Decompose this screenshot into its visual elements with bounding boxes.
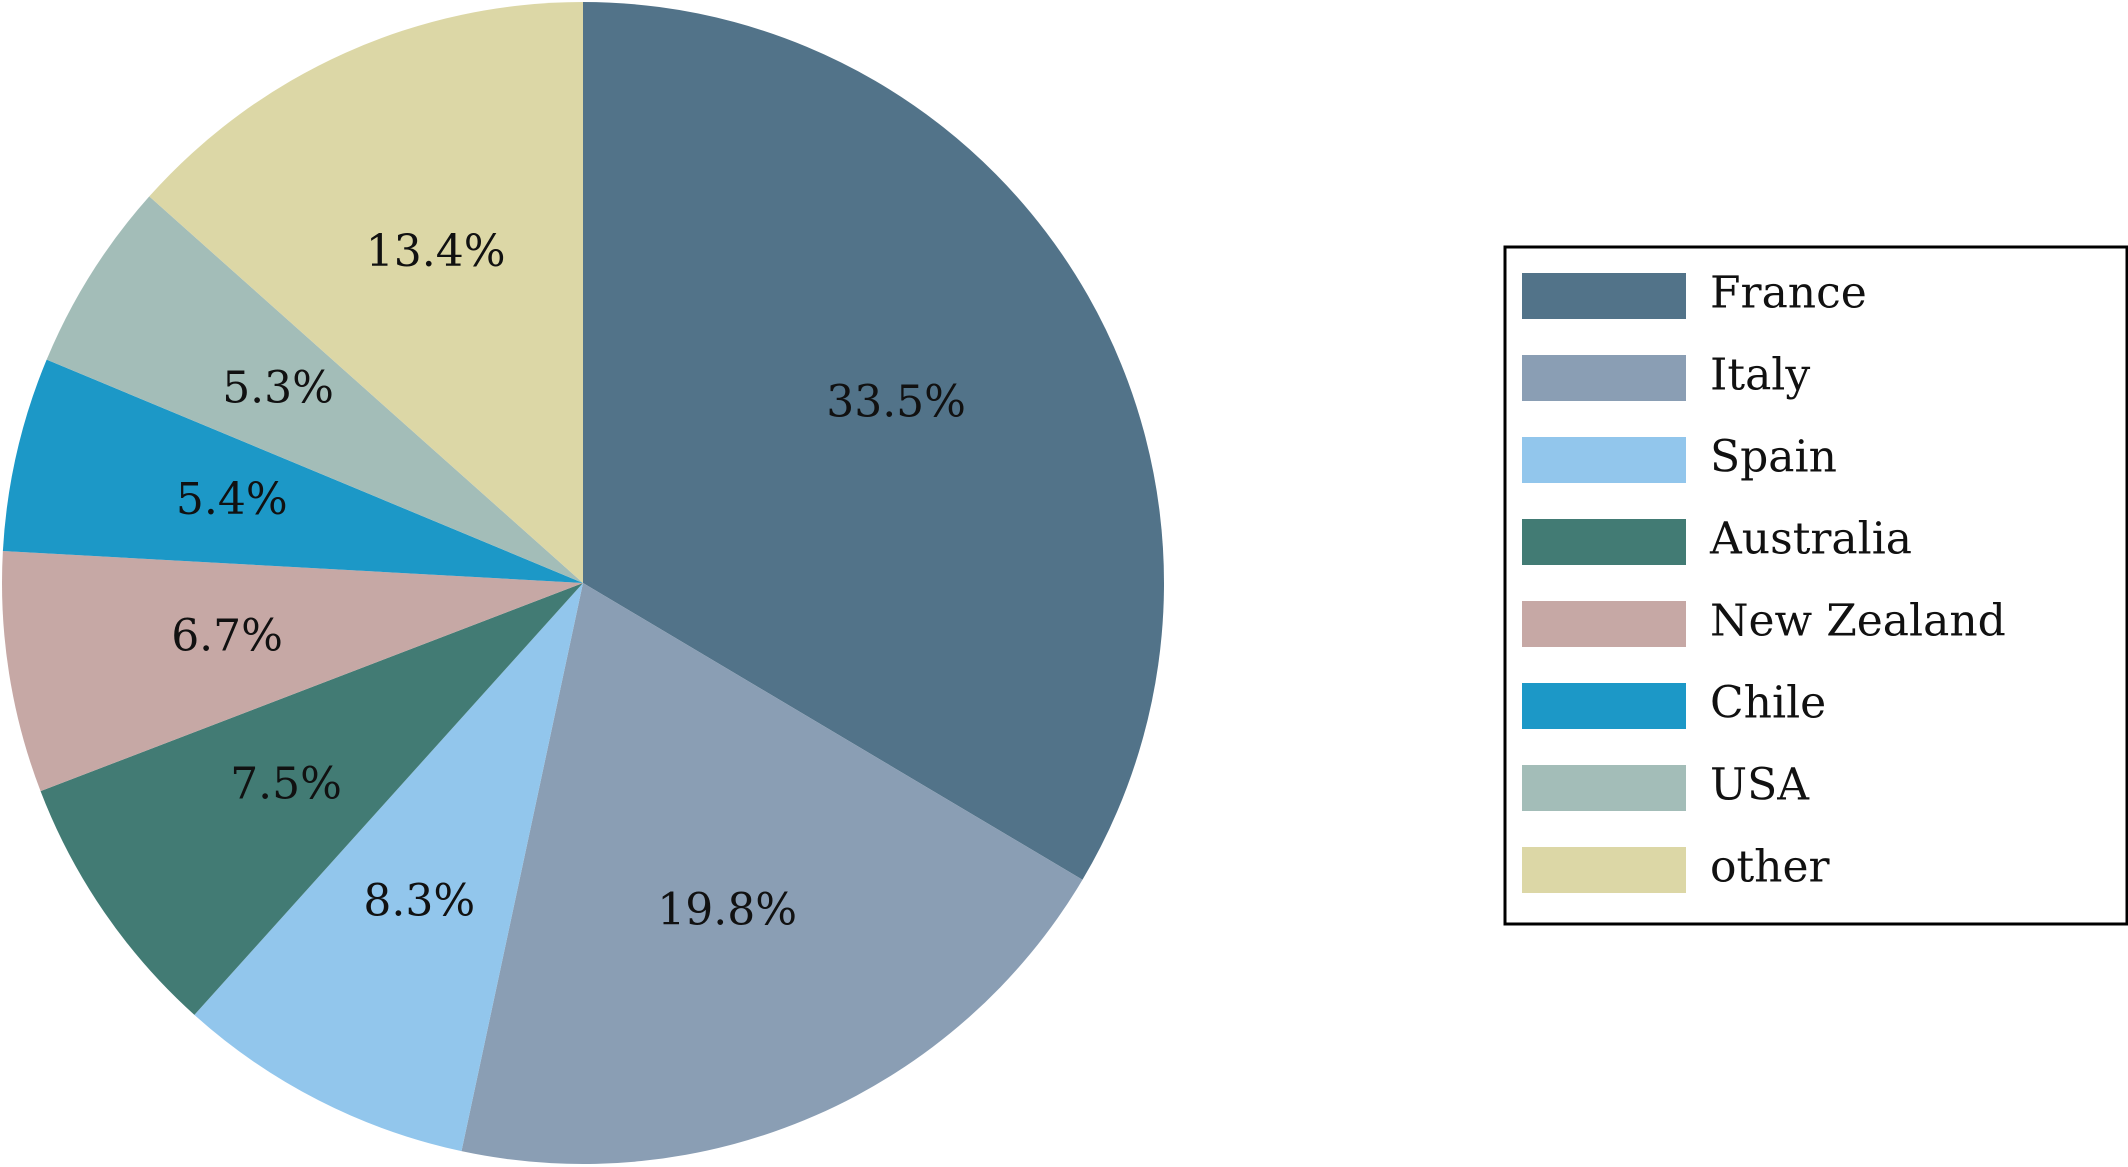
- pie-slice-france: [583, 2, 1165, 880]
- slice-label-australia: 7.5%: [230, 759, 342, 810]
- legend-label-usa: USA: [1710, 760, 1810, 811]
- slice-label-usa: 5.3%: [222, 363, 334, 414]
- legend-frame: [1503, 245, 2128, 926]
- legend-label-spain: Spain: [1710, 432, 1837, 483]
- legend-swatch-usa: [1522, 765, 1686, 811]
- legend-entries: France Italy Spain Australia New Zealand Chil…: [1522, 268, 2006, 893]
- pie-slice-usa: [46, 196, 584, 583]
- legend-swatch-france: [1522, 273, 1686, 319]
- slice-label-new-zealand: 6.7%: [171, 610, 283, 661]
- slice-label-france: 33.5%: [826, 376, 966, 427]
- pie-slice-chile: [2, 359, 583, 583]
- pie-slice-other: [149, 2, 583, 583]
- legend-label-new-zealand: New Zealand: [1710, 596, 2006, 647]
- pie-slice-labels: 33.5% 19.8% 8.3% 7.5% 6.7% 5.4% 5.3% 13.4%: [171, 226, 966, 936]
- pie-slice-spain: [194, 583, 583, 1152]
- legend-label-other: other: [1710, 842, 1831, 893]
- legend: France Italy Spain Australia New Zealand Chil…: [1503, 245, 2128, 926]
- legend-label-italy: Italy: [1710, 350, 1810, 401]
- legend-swatch-australia: [1522, 519, 1686, 565]
- legend-label-france: France: [1710, 268, 1867, 319]
- legend-swatch-spain: [1522, 437, 1686, 483]
- legend-label-chile: Chile: [1710, 678, 1826, 729]
- legend-label-australia: Australia: [1709, 514, 1912, 565]
- legend-swatch-chile: [1522, 683, 1686, 729]
- legend-swatch-italy: [1522, 355, 1686, 401]
- slice-label-other: 13.4%: [366, 226, 506, 277]
- slice-label-spain: 8.3%: [363, 875, 475, 926]
- pie-slice-italy: [461, 583, 1083, 1164]
- pie-slice-new-zealand: [2, 551, 584, 792]
- pie-slice-australia: [40, 583, 584, 1015]
- legend-swatch-new-zealand: [1522, 601, 1686, 647]
- slice-label-chile: 5.4%: [176, 474, 288, 525]
- pie-slices: [2, 2, 1165, 1164]
- slice-label-italy: 19.8%: [657, 885, 797, 936]
- legend-swatch-other: [1522, 847, 1686, 893]
